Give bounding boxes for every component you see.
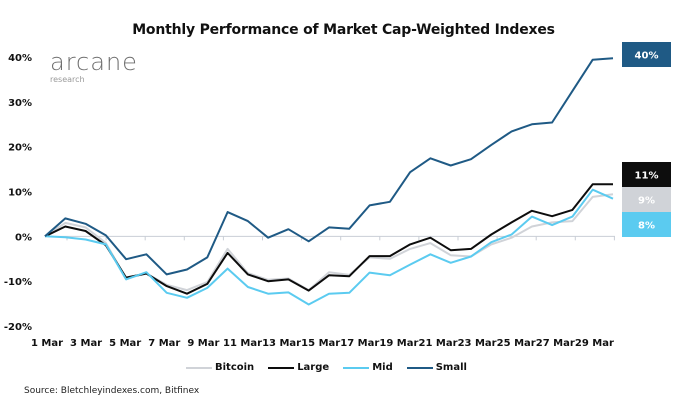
y-tick-label: -10% (4, 277, 32, 288)
source-note: Source: Bletchleyindexes.com, Bitfinex (24, 386, 200, 396)
end-label-large: 11% (635, 171, 659, 182)
legend: Bitcoin Large Mid Small (186, 362, 467, 373)
legend-label: Large (297, 362, 330, 373)
end-labels: 9% 11% 8% 40% (622, 42, 671, 237)
x-tick-label: 17 Mar (340, 338, 379, 349)
end-label-mid: 8% (638, 221, 655, 232)
legend-item-bitcoin: Bitcoin (186, 362, 254, 373)
legend-item-large: Large (268, 362, 329, 373)
legend-swatch (343, 366, 370, 369)
legend-item-small: Small (406, 362, 467, 373)
zero-axis (45, 235, 615, 241)
logo-subtitle: research (50, 75, 85, 84)
x-tick-label: 27 Mar (536, 338, 575, 349)
arcane-research-logo: arcane research (50, 50, 138, 85)
legend-label: Small (435, 362, 467, 373)
y-axis-ticks: -20% -10% 0% 10% 20% 30% 40% (4, 53, 32, 333)
series-lines (44, 57, 614, 306)
x-tick-label: 3 Mar (70, 338, 102, 349)
y-tick-label: 0% (15, 232, 32, 243)
x-tick-label: 19 Mar (379, 338, 418, 349)
x-tick-label: 1 Mar (31, 338, 63, 349)
x-tick-label: 9 Mar (187, 338, 219, 349)
x-tick-label: 5 Mar (109, 338, 141, 349)
end-label-box-mid (622, 212, 671, 237)
x-tick-label: 7 Mar (148, 338, 180, 349)
x-tick-label: 11 Mar (223, 338, 262, 349)
x-tick-label: 15 Mar (301, 338, 340, 349)
legend-label: Mid (372, 362, 393, 373)
y-tick-label: 30% (8, 98, 32, 109)
end-label-box-bitcoin (622, 187, 671, 212)
x-axis-ticks: 1 Mar 3 Mar 5 Mar 7 Mar 9 Mar 11 Mar 13 Mar 15 … (31, 338, 614, 349)
legend-item-mid: Mid (343, 362, 393, 373)
end-label-small: 40% (635, 51, 659, 62)
chart-title: Monthly Performance of Market Cap-Weight… (132, 22, 555, 38)
x-tick-label: 25 Mar (497, 338, 536, 349)
logo-wordmark: arcane (50, 48, 138, 76)
y-tick-label: 10% (8, 188, 32, 199)
y-tick-label: 40% (8, 53, 32, 64)
legend-label: Bitcoin (215, 362, 255, 373)
x-tick-label: 29 Mar (575, 338, 614, 349)
end-label-bitcoin: 9% (638, 196, 655, 207)
x-tick-label: 13 Mar (262, 338, 301, 349)
x-tick-label: 23 Mar (458, 338, 497, 349)
legend-swatch (406, 366, 433, 369)
series-line-mid (44, 188, 614, 306)
x-tick-label: 21 Mar (418, 338, 457, 349)
legend-swatch (186, 366, 212, 369)
legend-swatch (268, 366, 295, 369)
y-tick-label: 20% (8, 143, 32, 154)
y-tick-label: -20% (4, 322, 32, 333)
series-line-small (44, 57, 614, 276)
end-label-box-small (622, 42, 671, 67)
end-label-box-large (622, 162, 671, 187)
